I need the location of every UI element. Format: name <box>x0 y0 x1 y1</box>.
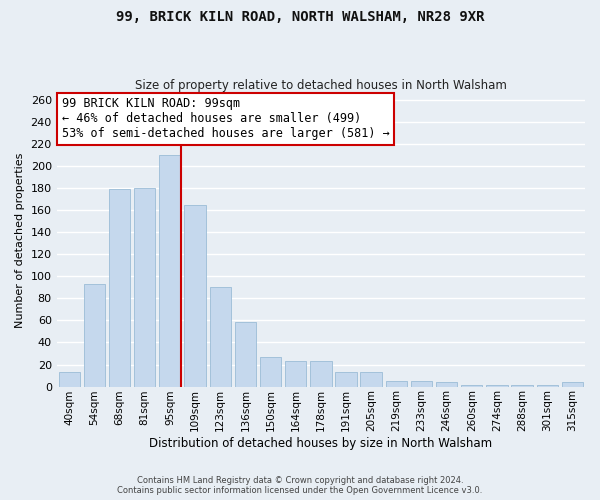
Bar <box>436 382 457 386</box>
Bar <box>184 204 206 386</box>
Bar <box>134 188 155 386</box>
Bar <box>285 361 307 386</box>
Bar <box>335 372 356 386</box>
Bar <box>411 381 432 386</box>
Bar <box>59 372 80 386</box>
Bar <box>310 361 332 386</box>
Bar <box>109 190 130 386</box>
Y-axis label: Number of detached properties: Number of detached properties <box>15 153 25 328</box>
Bar <box>361 372 382 386</box>
Bar <box>260 357 281 386</box>
Bar <box>209 288 231 386</box>
Text: Contains HM Land Registry data © Crown copyright and database right 2024.
Contai: Contains HM Land Registry data © Crown c… <box>118 476 482 495</box>
X-axis label: Distribution of detached houses by size in North Walsham: Distribution of detached houses by size … <box>149 437 493 450</box>
Bar <box>235 322 256 386</box>
Title: Size of property relative to detached houses in North Walsham: Size of property relative to detached ho… <box>135 79 507 92</box>
Text: 99, BRICK KILN ROAD, NORTH WALSHAM, NR28 9XR: 99, BRICK KILN ROAD, NORTH WALSHAM, NR28… <box>116 10 484 24</box>
Bar <box>84 284 105 386</box>
Bar <box>562 382 583 386</box>
Bar <box>159 155 181 386</box>
Bar <box>386 381 407 386</box>
Text: 99 BRICK KILN ROAD: 99sqm
← 46% of detached houses are smaller (499)
53% of semi: 99 BRICK KILN ROAD: 99sqm ← 46% of detac… <box>62 98 390 140</box>
